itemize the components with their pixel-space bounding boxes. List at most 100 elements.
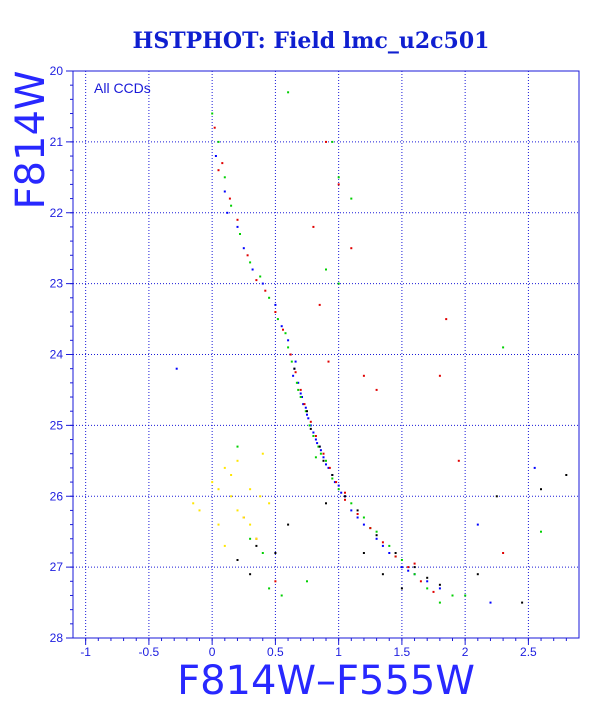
data-point [400, 559, 403, 561]
data-point [214, 155, 217, 157]
data-point [375, 537, 378, 540]
y-tick-label: 25 [50, 418, 64, 432]
data-point [223, 190, 226, 193]
data-point [316, 442, 319, 445]
data-point [419, 580, 422, 583]
data-point [350, 509, 353, 512]
data-point [407, 569, 410, 572]
data-point [175, 367, 178, 370]
data-point [274, 580, 277, 583]
data-point [438, 583, 441, 586]
data-point [236, 218, 239, 221]
data-point [318, 303, 321, 306]
data-point [322, 452, 325, 455]
data-point [242, 516, 245, 519]
data-point [325, 268, 327, 271]
data-point [268, 502, 271, 505]
data-point [198, 509, 201, 512]
data-point [317, 445, 320, 448]
data-point [223, 466, 226, 469]
data-point [457, 459, 460, 462]
x-tick-label: 1 [335, 645, 342, 659]
series-2 [213, 126, 505, 593]
data-point [407, 566, 410, 569]
data-point [274, 311, 277, 313]
y-tick-label: 22 [50, 206, 64, 220]
data-point [400, 587, 403, 590]
data-point [327, 360, 330, 363]
data-point [284, 332, 287, 335]
y-tick-label: 24 [50, 348, 64, 362]
data-point [287, 339, 290, 342]
y-tick-label: 27 [50, 560, 64, 574]
data-point [249, 261, 252, 264]
data-point [325, 502, 327, 505]
x-tick-label: 2.5 [520, 645, 537, 659]
data-point [249, 573, 252, 576]
data-point [228, 197, 231, 200]
data-point [303, 403, 306, 406]
data-point [325, 140, 327, 143]
data-point [289, 353, 292, 356]
data-point [521, 601, 524, 604]
series-3 [236, 367, 568, 604]
data-point [301, 396, 303, 398]
data-point [426, 580, 429, 583]
data-point [290, 360, 293, 363]
data-point [259, 275, 262, 278]
data-point [293, 367, 296, 370]
data-point [327, 466, 330, 469]
data-point [451, 594, 454, 597]
data-point [239, 233, 241, 235]
data-point [309, 420, 312, 423]
data-point [426, 587, 429, 590]
y-tick-label: 23 [50, 277, 64, 291]
y-tick-label: 28 [50, 631, 64, 645]
data-point [230, 495, 233, 498]
data-point [331, 140, 334, 143]
data-point [255, 279, 258, 282]
data-point [299, 392, 302, 395]
data-point [314, 438, 317, 441]
data-point [294, 371, 297, 374]
data-point [249, 537, 252, 540]
data-point [375, 530, 378, 533]
data-point [249, 488, 252, 491]
data-point [261, 282, 264, 285]
data-point [432, 590, 435, 593]
data-point [337, 176, 340, 179]
y-tick-label: 20 [50, 64, 64, 78]
data-point [236, 459, 239, 462]
data-point [388, 544, 391, 547]
data-point [340, 491, 343, 494]
grid-lines [73, 71, 579, 638]
data-point [362, 516, 365, 519]
data-point [246, 254, 249, 257]
data-point [251, 268, 254, 271]
data-point [236, 509, 239, 512]
x-tick-label: 0.5 [267, 645, 284, 659]
data-point [337, 484, 340, 487]
data-point [331, 474, 334, 476]
data-point [304, 406, 307, 409]
data-point [230, 204, 233, 207]
data-points [175, 91, 568, 604]
data-point [287, 346, 290, 349]
data-point [318, 445, 321, 448]
data-point [264, 289, 267, 292]
data-point [369, 527, 372, 530]
data-point [362, 374, 365, 377]
data-point [282, 328, 284, 331]
data-point [319, 452, 322, 455]
data-point [217, 488, 220, 491]
data-point [268, 587, 271, 590]
data-point [438, 601, 441, 604]
data-point [312, 225, 315, 228]
data-point [287, 523, 290, 526]
data-point [268, 296, 271, 299]
data-point [299, 396, 302, 398]
data-point [381, 544, 384, 547]
data-point [375, 534, 378, 537]
data-point [344, 491, 346, 494]
data-point [445, 318, 448, 321]
